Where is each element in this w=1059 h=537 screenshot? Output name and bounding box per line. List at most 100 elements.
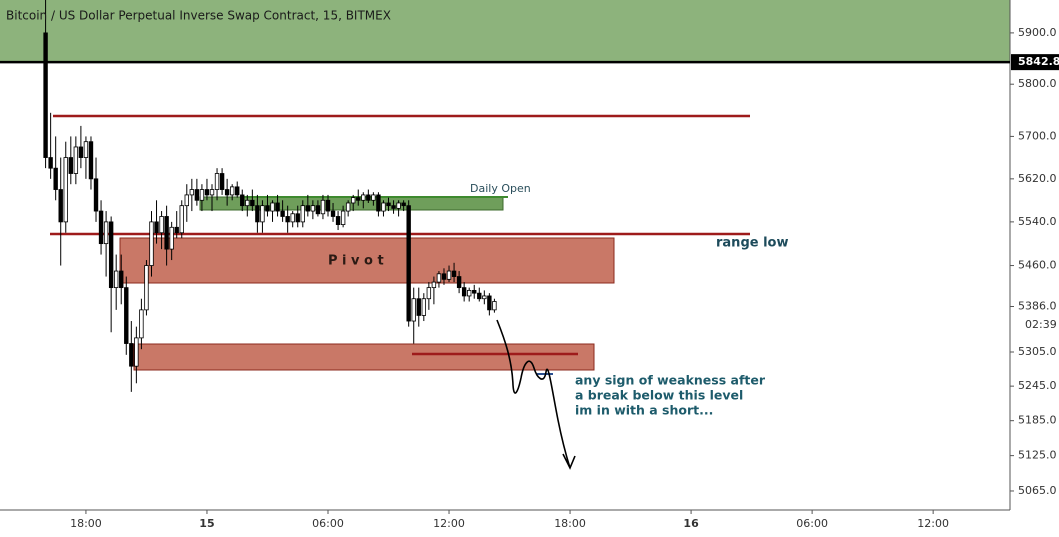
candle-body	[270, 202, 275, 212]
candle-body	[381, 202, 386, 212]
candle-body	[482, 295, 487, 300]
candle-body	[139, 309, 144, 339]
candle-body	[461, 287, 467, 297]
y-tick-label: 5700.0	[1018, 129, 1057, 142]
x-tick-label: 06:00	[312, 517, 344, 530]
candle-body	[124, 287, 129, 344]
candle-body	[436, 273, 442, 283]
candle-body	[340, 210, 346, 225]
candle-body	[466, 289, 472, 297]
comment-line: any sign of weakness after	[575, 373, 766, 388]
candle-body	[78, 146, 84, 158]
candle-body	[426, 287, 432, 300]
candle-body	[83, 141, 89, 158]
candle-body	[280, 210, 285, 217]
candle-body	[209, 189, 215, 196]
candle-body	[108, 221, 114, 289]
candle-body	[73, 146, 79, 174]
daily-open-label: Daily Open	[470, 182, 531, 195]
y-tick-label: 5460.0	[1018, 259, 1057, 272]
y-tick-label: 5620.0	[1018, 172, 1057, 185]
candle-body	[411, 298, 416, 322]
candle-body	[366, 194, 371, 201]
candle-body	[300, 205, 305, 223]
x-tick-label: 06:00	[796, 517, 828, 530]
candle-body	[361, 194, 366, 201]
candle-body	[199, 189, 205, 201]
chart-title: Bitcoin / US Dollar Perpetual Inverse Sw…	[6, 9, 391, 23]
candle-body	[260, 205, 265, 223]
candle-body	[245, 199, 250, 207]
y-tick-label: 5540.0	[1018, 215, 1057, 228]
candle-body	[351, 197, 356, 204]
candle-body	[416, 298, 421, 316]
candle-body	[88, 141, 94, 180]
candle-body	[401, 202, 406, 207]
candle-body	[396, 202, 401, 209]
pivot-label: P i v o t	[328, 254, 384, 269]
candle-body	[325, 199, 331, 212]
candle-body	[214, 173, 220, 190]
y-tick-label: 5245.0	[1018, 379, 1057, 392]
candle-body	[43, 32, 48, 158]
candles	[43, 0, 497, 392]
x-tick-label: 18:00	[554, 517, 586, 530]
countdown: 02:39	[1025, 318, 1057, 331]
candle-body	[204, 189, 210, 196]
candle-body	[159, 216, 164, 234]
candle-body	[119, 270, 124, 289]
candle-body	[103, 221, 109, 245]
candle-body	[330, 210, 336, 217]
y-tick-label: 5386.0	[1018, 300, 1057, 313]
candle-body	[305, 205, 311, 212]
comment-line: im in with a short...	[575, 403, 713, 418]
candle-body	[335, 216, 341, 225]
x-tick-label: 18:00	[70, 517, 102, 530]
candle-body	[169, 226, 174, 250]
candle-body	[144, 265, 149, 311]
drawings	[0, 0, 1010, 470]
candle-body	[356, 197, 361, 201]
candle-body	[58, 189, 63, 223]
x-tick-label: 15	[199, 517, 214, 530]
candle-body	[48, 157, 53, 169]
candle-body	[224, 189, 230, 196]
candle-body	[63, 157, 68, 223]
axes: 5900.0 5800.0 5700.0 5620.0 5540.0 5460.0 5386…	[0, 26, 1059, 530]
candle-body	[235, 186, 240, 196]
candle-body	[421, 298, 427, 316]
supply-zone	[0, 0, 1010, 62]
candle-body	[285, 216, 290, 223]
candle-body	[456, 276, 462, 289]
candle-body	[275, 202, 280, 212]
candle-body	[290, 213, 295, 223]
candle-body	[371, 194, 376, 201]
candle-body	[310, 205, 316, 212]
last-price-box	[1011, 54, 1059, 71]
candle-body	[98, 210, 104, 245]
candle-body	[68, 157, 74, 174]
y-tick-label: 5305.0	[1018, 345, 1057, 358]
candle-body	[219, 173, 225, 190]
candle-body	[229, 186, 235, 196]
candle-body	[451, 270, 457, 277]
y-tick-label: 5065.0	[1018, 484, 1057, 497]
candle-body	[149, 221, 154, 266]
candle-body	[194, 189, 200, 201]
x-tick-label: 16	[683, 517, 699, 530]
candle-body	[376, 194, 381, 212]
candle-body	[320, 199, 326, 215]
x-tick-label: 12:00	[917, 517, 949, 530]
pivot-zone	[119, 237, 615, 284]
candle-body	[295, 213, 300, 223]
comment-line: a break below this level	[575, 388, 743, 403]
y-tick-label: 5185.0	[1018, 414, 1057, 427]
candle-body	[386, 202, 391, 207]
candle-body	[184, 194, 189, 207]
candle-body	[446, 270, 452, 280]
candle-body	[134, 337, 139, 367]
candle-body	[240, 194, 245, 207]
x-tick-label: 12:00	[433, 517, 465, 530]
candle-body	[487, 295, 492, 311]
